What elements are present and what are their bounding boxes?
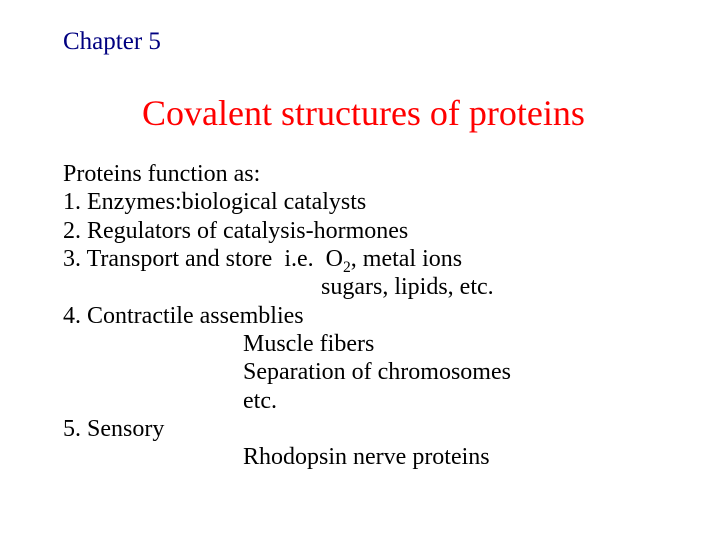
body-line: Proteins function as: [63,160,511,188]
body-line: etc. [63,387,511,415]
slide-title: Covalent structures of proteins [142,92,585,134]
body-line: Rhodopsin nerve proteins [63,443,511,471]
text-run: 3. Transport and store i.e. O [63,246,343,272]
text-run: , metal ions [351,246,462,272]
slide: Chapter 5 Covalent structures of protein… [0,0,720,540]
body-text: Proteins function as: 1. Enzymes:biologi… [63,160,511,471]
body-line: 4. Contractile assemblies [63,302,511,330]
chapter-label: Chapter 5 [63,28,161,56]
body-line: 1. Enzymes:biological catalysts [63,188,511,216]
body-line: 2. Regulators of catalysis-hormones [63,217,511,245]
body-line: Muscle fibers [63,330,511,358]
body-line: 3. Transport and store i.e. O2, metal io… [63,245,511,273]
body-line: Separation of chromosomes [63,358,511,386]
body-line: 5. Sensory [63,415,511,443]
body-line: sugars, lipids, etc. [63,273,511,301]
